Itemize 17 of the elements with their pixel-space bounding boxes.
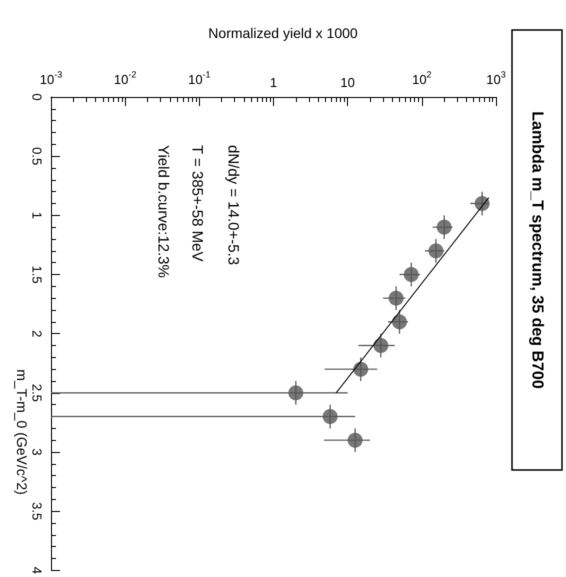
y-tick-label: 2.5 (30, 384, 44, 402)
y-tick-label: 1.5 (30, 265, 44, 284)
y-tick-label: 3 (30, 448, 44, 456)
text: Lambda m_T spectrum, 35 deg B700 (528, 111, 546, 389)
x-tick-label: 10 (340, 75, 355, 90)
annotation: T = 385+-58 MeV (188, 145, 206, 262)
y-axis-title: m_T-m_0 (GeV/c^2) (14, 369, 30, 495)
x-axis-title: Normalized yield x 1000 (208, 25, 358, 41)
y-tick-label: 1 (30, 212, 44, 219)
annotation: dN/dy = 14.0+-5.3 (224, 145, 242, 266)
y-tick-label: 0.5 (30, 147, 44, 166)
y-tick-label: 2 (30, 330, 44, 338)
y-tick-label: 3.5 (30, 502, 44, 520)
y-tick-label: 4 (30, 566, 44, 574)
y-tick-label: 0 (30, 93, 44, 101)
x-tick-label: 1 (270, 75, 278, 90)
annotation: Yield b.curve:12.3% (154, 145, 172, 278)
